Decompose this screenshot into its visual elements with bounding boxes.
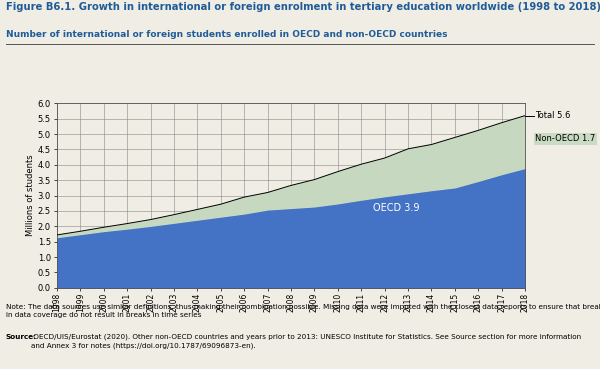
Text: OECD 3.9: OECD 3.9 bbox=[373, 203, 419, 213]
Text: OECD/UIS/Eurostat (2020). Other non-OECD countries and years prior to 2013: UNES: OECD/UIS/Eurostat (2020). Other non-OECD… bbox=[31, 334, 581, 349]
Y-axis label: Millions of students: Millions of students bbox=[26, 155, 35, 237]
Text: Source:: Source: bbox=[6, 334, 37, 340]
Text: Total 5.6: Total 5.6 bbox=[535, 111, 571, 120]
Text: Number of international or foreign students enrolled in OECD and non-OECD countr: Number of international or foreign stude… bbox=[6, 30, 448, 38]
Text: Note: The data sources use similar definitions, thus making their combination po: Note: The data sources use similar defin… bbox=[6, 304, 600, 318]
Text: Non-OECD 1.7: Non-OECD 1.7 bbox=[535, 134, 595, 143]
Text: Figure B6.1. Growth in international or foreign enrolment in tertiary education : Figure B6.1. Growth in international or … bbox=[6, 2, 600, 12]
